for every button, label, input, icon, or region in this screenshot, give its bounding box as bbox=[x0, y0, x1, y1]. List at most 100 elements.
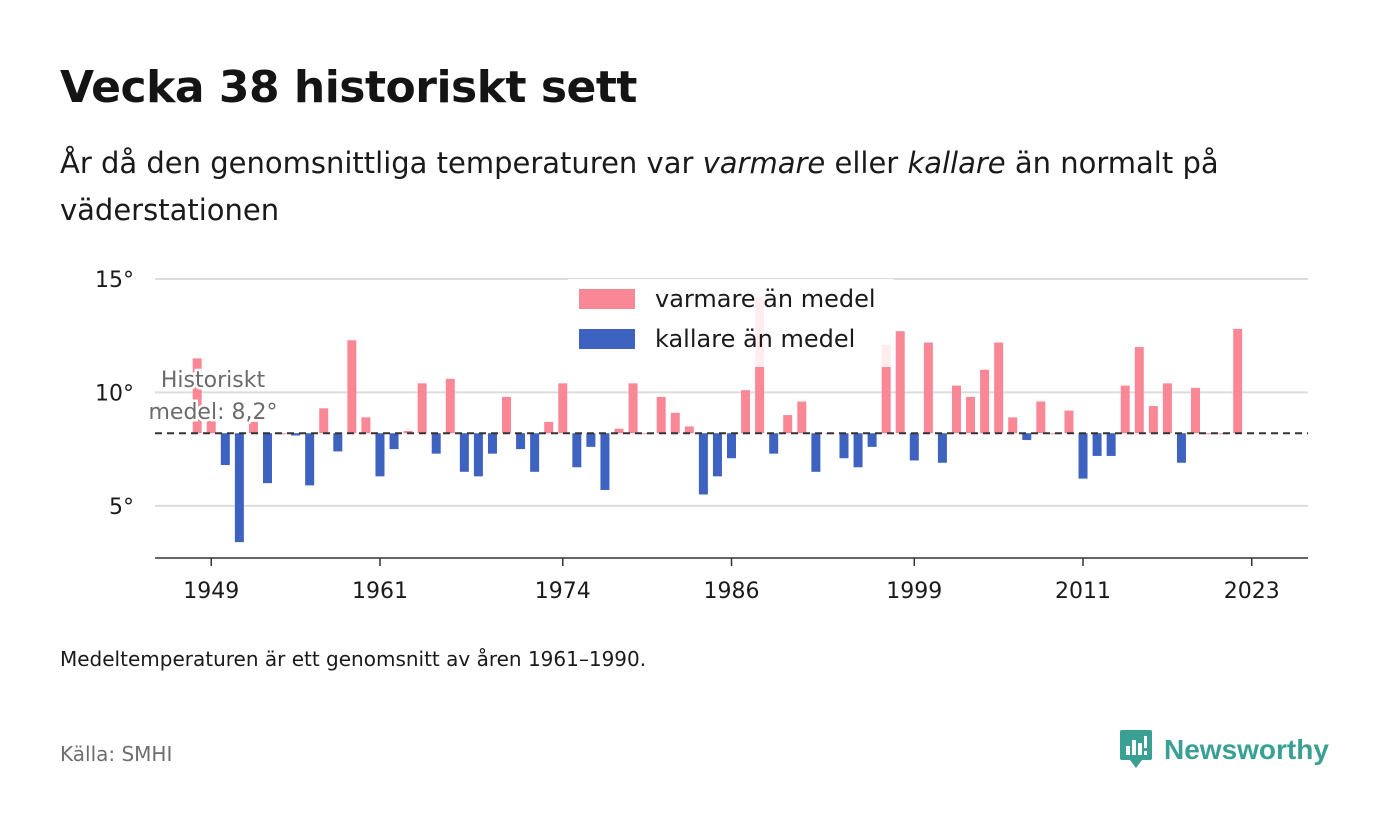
bar bbox=[670, 412, 680, 434]
bar bbox=[966, 396, 976, 434]
y-tick-label: 10° bbox=[95, 381, 134, 406]
bar bbox=[614, 428, 624, 434]
bar bbox=[487, 433, 497, 454]
bar bbox=[1106, 433, 1116, 456]
bar bbox=[516, 433, 526, 450]
x-tick-label: 2023 bbox=[1224, 579, 1280, 604]
bar bbox=[403, 430, 413, 434]
bar bbox=[473, 433, 483, 477]
subtitle-cold-word: kallare bbox=[907, 146, 1006, 180]
newsworthy-logo[interactable]: Newsworthy bbox=[1118, 728, 1329, 772]
bar bbox=[375, 433, 385, 477]
chart-title: Vecka 38 historiskt sett bbox=[60, 62, 637, 113]
bar bbox=[586, 433, 596, 447]
bar bbox=[572, 433, 582, 468]
x-tick-label: 1999 bbox=[886, 579, 942, 604]
x-tick-label: 1974 bbox=[535, 579, 591, 604]
bar bbox=[994, 342, 1004, 434]
bar bbox=[319, 408, 329, 434]
bar bbox=[980, 369, 990, 434]
bar bbox=[881, 344, 891, 434]
bar bbox=[1233, 328, 1243, 434]
bar bbox=[797, 401, 807, 434]
bar bbox=[1134, 347, 1144, 434]
y-tick-label: 5° bbox=[109, 495, 134, 520]
bar bbox=[712, 433, 722, 477]
x-tick-label: 1986 bbox=[704, 579, 760, 604]
bar bbox=[347, 340, 357, 434]
bar bbox=[656, 396, 666, 434]
bar bbox=[923, 342, 933, 434]
subtitle-text-2: eller bbox=[825, 146, 908, 180]
bar bbox=[867, 433, 877, 447]
bar bbox=[1205, 433, 1215, 435]
bar bbox=[811, 433, 821, 472]
bar bbox=[783, 415, 793, 434]
baseline-label-line2: medel: 8,2° bbox=[149, 400, 278, 425]
bar bbox=[1064, 410, 1074, 434]
y-axis-ticks: 5° 10° 15° bbox=[95, 268, 134, 520]
bar bbox=[937, 433, 947, 463]
bar bbox=[530, 433, 540, 472]
subtitle-text-3: än normalt på väderstationen bbox=[60, 146, 1219, 227]
bar bbox=[1191, 387, 1201, 434]
bar bbox=[544, 421, 554, 434]
bar bbox=[558, 383, 568, 434]
source-label: Källa: SMHI bbox=[60, 742, 173, 766]
bar bbox=[769, 433, 779, 454]
bar bbox=[192, 358, 202, 434]
footnote: Medeltemperaturen är ett genomsnitt av å… bbox=[60, 647, 647, 671]
bar bbox=[1092, 433, 1102, 456]
x-tick-label: 1949 bbox=[183, 579, 239, 604]
bar bbox=[1162, 383, 1172, 434]
x-axis-ticks: 1949 1961 1974 1986 1999 2011 2023 bbox=[183, 558, 1280, 604]
subtitle-text-1: År då den genomsnittliga temperaturen va… bbox=[60, 146, 703, 180]
baseline-label-line1: Historiskt bbox=[161, 368, 266, 393]
bar bbox=[895, 331, 905, 434]
bar bbox=[909, 433, 919, 461]
bar bbox=[1120, 385, 1130, 434]
bar bbox=[431, 433, 441, 454]
bar bbox=[305, 433, 315, 486]
bar bbox=[417, 383, 427, 434]
legend-swatch bbox=[579, 329, 635, 349]
bar bbox=[1008, 417, 1018, 434]
bar bbox=[1050, 433, 1060, 435]
subtitle-warm-word: varmare bbox=[702, 146, 826, 180]
bar bbox=[698, 433, 708, 495]
bar bbox=[389, 433, 399, 450]
bar bbox=[1078, 433, 1088, 479]
bar bbox=[727, 433, 736, 459]
bar bbox=[1022, 433, 1032, 441]
newsworthy-logo-text: Newsworthy bbox=[1164, 734, 1329, 765]
legend: varmare än medel kallare än medel bbox=[568, 279, 894, 367]
bar bbox=[684, 426, 694, 434]
bar bbox=[206, 419, 216, 434]
bar bbox=[459, 433, 469, 472]
bar bbox=[1148, 406, 1158, 434]
bar bbox=[628, 383, 638, 434]
y-tick-label: 15° bbox=[95, 268, 134, 293]
legend-swatch bbox=[579, 289, 635, 309]
bar bbox=[853, 433, 863, 468]
bar bbox=[333, 433, 343, 452]
bar bbox=[291, 433, 301, 436]
bar bbox=[951, 385, 961, 434]
bar bbox=[839, 433, 849, 459]
bar bbox=[600, 433, 610, 490]
bar bbox=[234, 433, 244, 543]
chart-subtitle: År då den genomsnittliga temperaturen va… bbox=[60, 140, 1290, 234]
bars bbox=[192, 297, 1243, 543]
bar bbox=[1036, 401, 1046, 434]
bar bbox=[248, 421, 258, 434]
legend-label: varmare än medel bbox=[655, 285, 876, 313]
x-tick-label: 1961 bbox=[352, 579, 408, 604]
historical-mean-label: Historiskt medel: 8,2° bbox=[146, 366, 280, 428]
bar bbox=[262, 433, 272, 484]
x-tick-label: 2011 bbox=[1055, 579, 1111, 604]
bar bbox=[502, 396, 512, 434]
bar bbox=[445, 378, 455, 434]
bar bbox=[220, 433, 230, 465]
bar bbox=[1176, 433, 1186, 463]
